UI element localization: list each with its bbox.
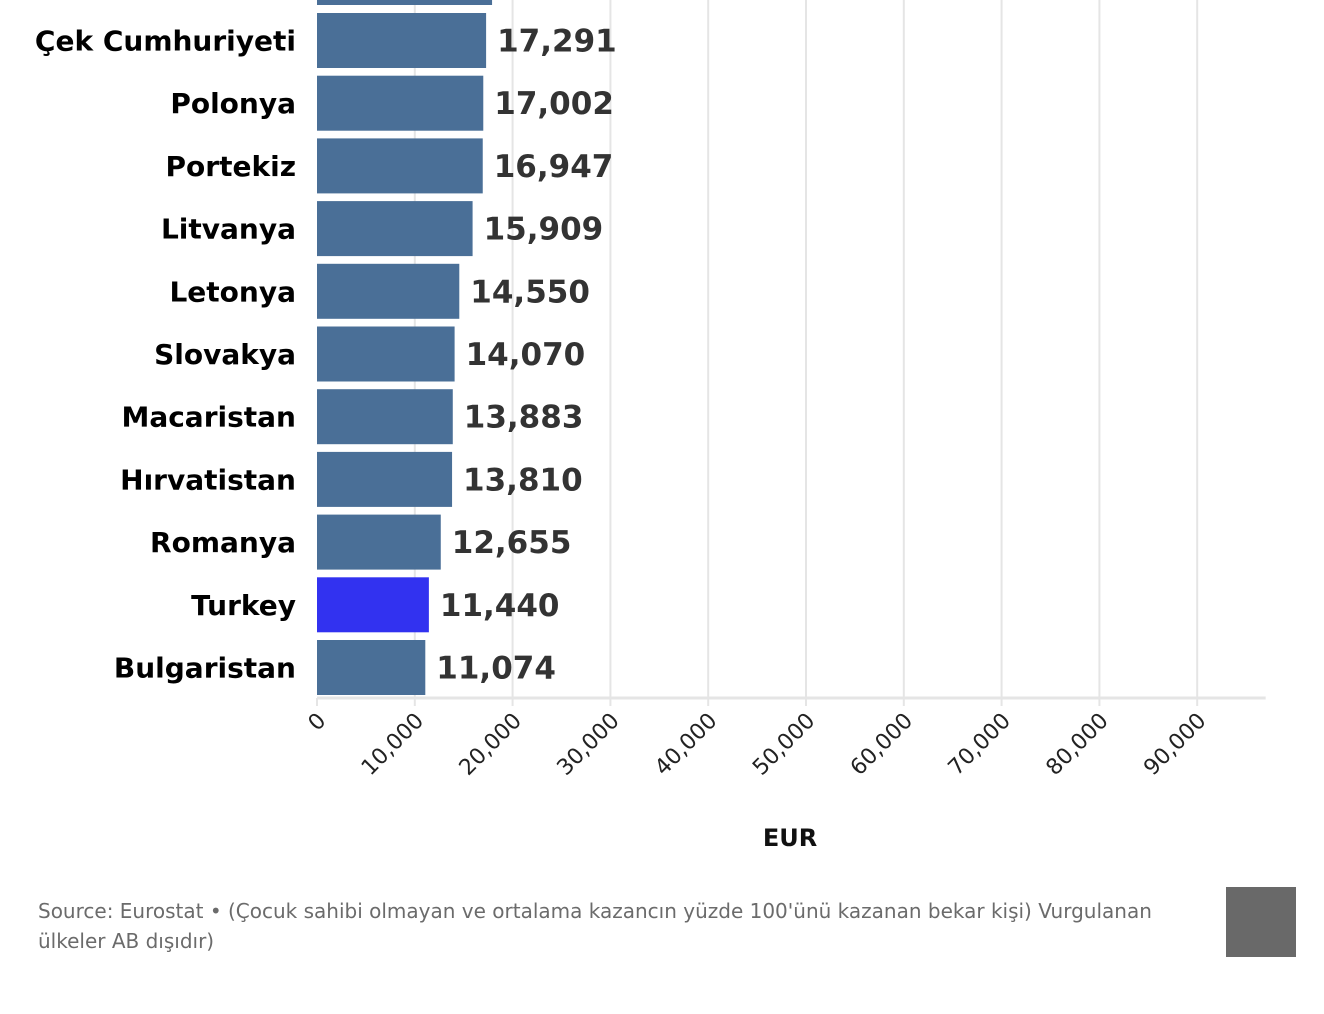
category-label: Turkey <box>191 589 296 622</box>
bar <box>317 263 460 319</box>
value-label: 17,291 <box>497 24 617 60</box>
bar-cut-off <box>317 0 493 5</box>
source-note: Source: Eurostat • (Çocuk sahibi olmayan… <box>38 899 1152 953</box>
value-label: 13,810 <box>463 462 583 498</box>
bar <box>317 640 426 695</box>
x-tick-label: 10,000 <box>357 709 429 781</box>
bar-chart: 0 10,000 20,000 30,000 40,000 50,000 60,000 70,… <box>35 0 1266 852</box>
category-label: Litvanya <box>161 213 296 246</box>
category-label: Hırvatistan <box>120 463 296 496</box>
bar <box>317 577 429 633</box>
x-tick-label: 30,000 <box>553 709 625 781</box>
value-label: 15,909 <box>484 212 604 248</box>
value-label: 11,440 <box>440 588 560 624</box>
category-label: Romanya <box>150 526 296 559</box>
value-label: 12,655 <box>452 525 572 561</box>
x-tick-label: 50,000 <box>748 709 820 781</box>
category-label: Polonya <box>170 87 296 120</box>
category-label: Macaristan <box>121 401 296 434</box>
x-axis-title: EUR <box>763 824 817 852</box>
x-tick-label: 90,000 <box>1139 709 1211 781</box>
bar <box>317 138 483 194</box>
x-tick-label: 70,000 <box>944 709 1016 781</box>
x-tick-label: 0 <box>304 709 332 737</box>
category-label: Slovakya <box>154 338 296 371</box>
value-label: 14,550 <box>470 274 590 310</box>
value-label: 17,002 <box>494 86 614 122</box>
bar <box>317 514 441 570</box>
category-label: Portekiz <box>166 150 296 183</box>
x-tick-label: 40,000 <box>650 709 722 781</box>
bar <box>317 451 453 507</box>
category-label: Bulgaristan <box>114 652 296 685</box>
bar <box>317 201 473 257</box>
x-tick-label: 60,000 <box>846 709 918 781</box>
value-label: 14,070 <box>466 337 586 373</box>
bar <box>317 326 455 382</box>
x-tick-label: 20,000 <box>455 709 527 781</box>
bar <box>317 389 453 445</box>
bar <box>317 13 487 68</box>
value-label: 11,074 <box>436 651 556 687</box>
logo-placeholder <box>1226 887 1296 957</box>
x-tick-label: 80,000 <box>1042 709 1114 781</box>
value-label: 16,947 <box>494 149 614 185</box>
bar <box>317 75 484 131</box>
value-label: 13,883 <box>464 400 584 436</box>
category-label: Çek Cumhuriyeti <box>35 25 296 58</box>
category-label: Letonya <box>169 275 296 308</box>
